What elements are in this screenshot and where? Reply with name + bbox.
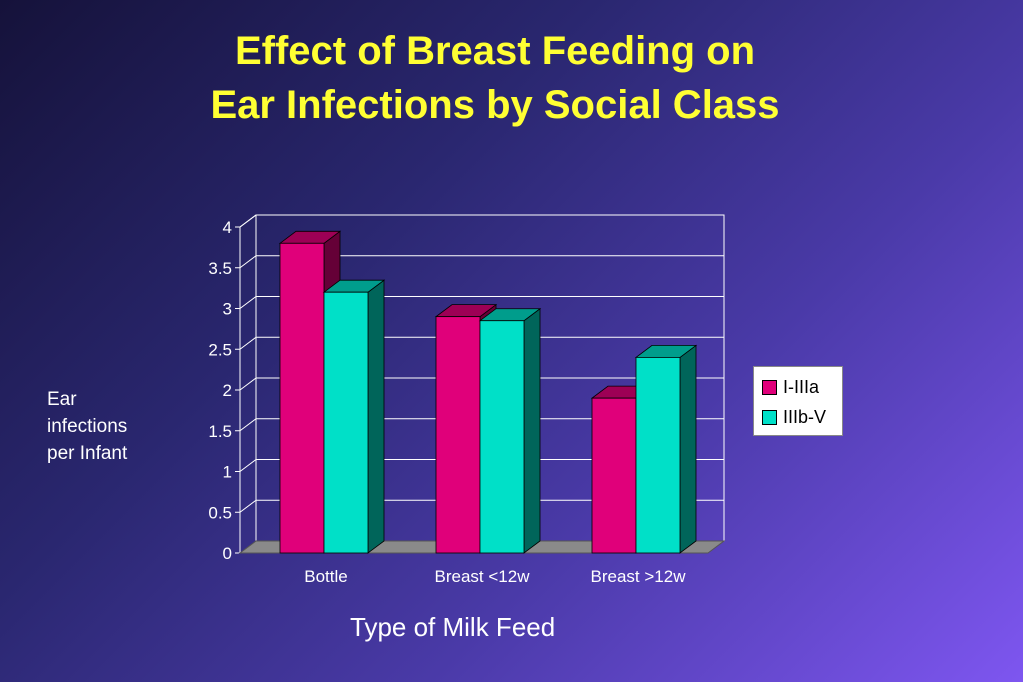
title-line-2: Ear Infections by Social Class: [210, 83, 780, 127]
legend-label-series-1: I-IIIa: [783, 376, 820, 397]
legend-label-series-2: IIIb-V: [783, 406, 827, 427]
bar-2-1: [323, 291, 369, 554]
title-line-1: Effect of Breast Feeding on: [234, 29, 756, 73]
y-tick-label: 1: [223, 463, 232, 482]
gridline-side: [239, 336, 257, 350]
gridline-side: [239, 214, 257, 228]
x-tick-label: Breast >12w: [591, 567, 687, 586]
x-tick-label: Bottle: [304, 567, 347, 586]
legend-item-series-2: IIIb-V: [762, 407, 826, 427]
bar-side-2-1: [367, 279, 385, 554]
legend-item-series-1: I-IIIa: [762, 377, 819, 397]
x-axis-label: Type of Milk Feed: [350, 612, 556, 642]
y-tick-label: 0.5: [208, 503, 232, 522]
legend: I-IIIa IIIb-V: [753, 366, 843, 436]
gridline-side: [239, 418, 257, 432]
x-tick-label: Breast <12w: [435, 567, 531, 586]
y-tick-label: 2: [223, 381, 232, 400]
bar-1-3: [591, 397, 637, 554]
y-tick-label: 0: [223, 544, 232, 563]
y-tick-label: 4: [223, 218, 232, 237]
bar-side-2-3: [679, 344, 697, 554]
y-axis-label: Ear infections per Infant: [47, 389, 128, 464]
y-tick-label: 2.5: [208, 340, 232, 359]
gridline-side: [239, 296, 257, 309]
gridline-side: [239, 255, 257, 269]
chart-title: Effect of Breast Feeding on Ear Infectio…: [0, 24, 990, 132]
bar-2-2: [479, 320, 525, 554]
legend-swatch-series-1: [762, 379, 777, 395]
y-tick-label: 3: [223, 300, 232, 319]
bar-2-3: [635, 356, 681, 554]
y-tick-label: 1.5: [208, 422, 232, 441]
bar-1-1: [279, 242, 325, 554]
y-tick-label: 3.5: [208, 259, 232, 278]
bar-side-2-2: [523, 307, 541, 554]
bar-1-2: [435, 316, 481, 554]
legend-swatch-series-2: [762, 409, 777, 425]
gridline-side: [239, 377, 257, 391]
gridline-side: [239, 499, 257, 513]
gridline-side: [239, 459, 257, 472]
